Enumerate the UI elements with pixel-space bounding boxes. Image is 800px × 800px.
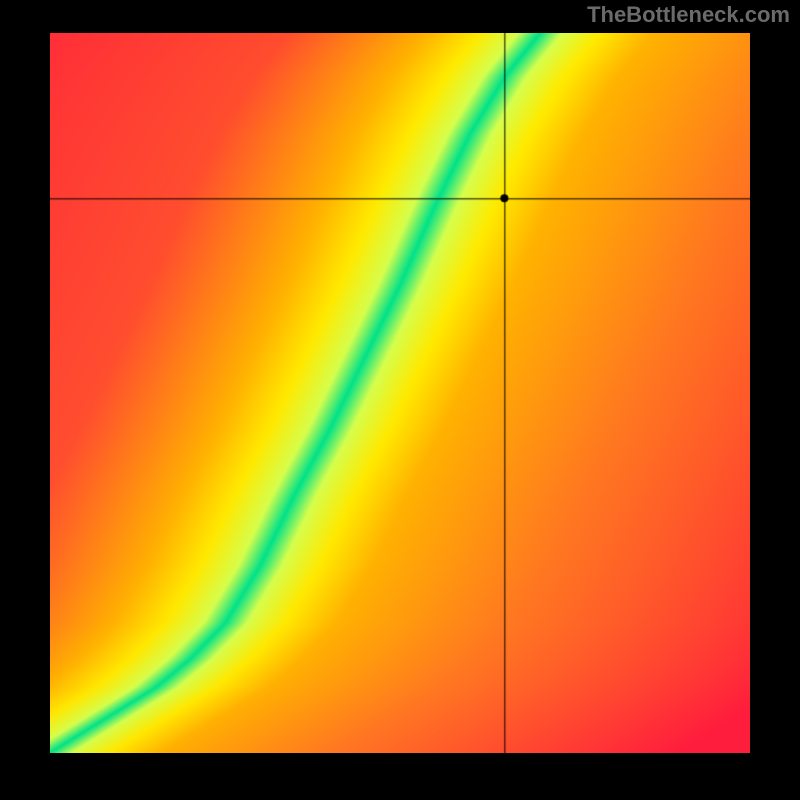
bottleneck-heatmap — [50, 33, 750, 753]
watermark-text: TheBottleneck.com — [587, 2, 790, 28]
